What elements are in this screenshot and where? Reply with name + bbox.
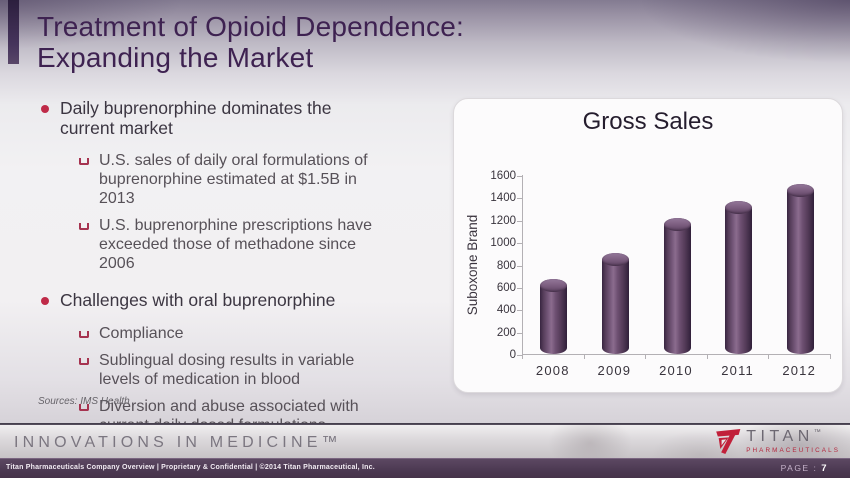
x-tick-mark (706, 355, 708, 359)
legal-text: Titan Pharmaceuticals Company Overview |… (6, 464, 375, 471)
slide-title: Treatment of Opioid Dependence: Expandin… (37, 11, 464, 74)
y-tick-label: 800 (496, 259, 516, 272)
footer-band: INNOVATIONS IN MEDICINE™ TITAN™ PHARMACE… (0, 425, 850, 458)
sub-bullet-icon (79, 223, 89, 231)
page-number: 7 (821, 463, 828, 474)
y-tick-mark (517, 287, 522, 289)
x-tick-label-2012: 2012 (782, 363, 817, 378)
y-tick-label: 1000 (490, 237, 516, 250)
titan-wordmark: TITAN (746, 428, 814, 445)
chart-title: Gross Sales (582, 108, 714, 135)
bar-top-cap (725, 201, 753, 215)
titan-logo-subtitle: PHARMACEUTICALS (746, 447, 840, 454)
x-tick-label-2011: 2011 (721, 363, 754, 378)
titan-logo-text: TITAN™ PHARMACEUTICALS (746, 429, 840, 455)
sub-bullet-item: U.S. buprenorphine prescriptions have ex… (36, 216, 446, 273)
sub-bullet-text: U.S. buprenorphine prescriptions have ex… (99, 217, 373, 273)
footer-strip: Titan Pharmaceuticals Company Overview |… (0, 458, 850, 478)
y-tick-label: 0 (509, 349, 516, 361)
y-tick-label: 1200 (490, 214, 516, 227)
x-tick-mark (768, 355, 770, 359)
bar-2008 (540, 278, 568, 354)
gross-sales-chart-card: Gross Sales Suboxone Brand 0 200 400 600 800… (453, 98, 843, 393)
sub-bullet-icon (79, 357, 89, 365)
bullet-text: Daily buprenorphine dominates the curren… (60, 98, 332, 139)
sub-bullet-icon (79, 158, 89, 166)
footer: INNOVATIONS IN MEDICINE™ TITAN™ PHARMACE… (0, 423, 850, 478)
y-tick-mark (517, 265, 522, 267)
bar-2010 (663, 218, 691, 354)
sub-bullet-text: Sublingual dosing results in variable le… (99, 351, 355, 388)
x-tick-mark (583, 355, 585, 359)
x-tick-label-2009: 2009 (597, 363, 632, 378)
bar-top-cap (663, 218, 691, 232)
y-tick-label: 1400 (490, 192, 516, 205)
tagline: INNOVATIONS IN MEDICINE™ (14, 434, 342, 451)
x-tick-mark (645, 355, 647, 359)
y-tick-label: 1600 (490, 170, 516, 182)
y-tick-mark (517, 198, 522, 200)
bullet-item: Daily buprenorphine dominates the curren… (36, 98, 446, 138)
x-tick-label-2010: 2010 (659, 363, 693, 378)
sources-note: Sources: IMS Health (38, 396, 130, 407)
trademark-symbol: ™ (813, 429, 821, 436)
y-tick-label: 200 (496, 326, 516, 339)
chart-plot-area (522, 175, 831, 355)
bar-2011 (725, 201, 753, 354)
bar-top-cap (786, 183, 814, 197)
bullet-dot-icon (41, 105, 49, 113)
bullet-group-1: Daily buprenorphine dominates the curren… (36, 98, 446, 273)
page-label: PAGE : (780, 463, 818, 473)
y-tick-label: 600 (496, 281, 516, 294)
titan-logo: TITAN™ PHARMACEUTICALS (712, 426, 840, 457)
bullet-text: Challenges with oral buprenorphine (60, 290, 336, 311)
bar-2009 (601, 252, 629, 354)
titan-logo-mark-icon (716, 429, 741, 454)
sub-bullet-text: U.S. sales of daily oral formulations of… (99, 152, 368, 208)
y-tick-mark (517, 243, 522, 245)
bar-2012 (786, 183, 814, 354)
sub-bullet-icon (79, 330, 89, 338)
x-tick-mark (522, 355, 523, 359)
x-tick-mark (830, 355, 831, 359)
title-accent-bar (8, 0, 19, 64)
sub-bullet-item: Sublingual dosing results in variable le… (36, 351, 446, 389)
bullet-group-2: Challenges with oral buprenorphine Compl… (36, 290, 446, 434)
y-tick-mark (517, 355, 522, 356)
x-tick-label-2008: 2008 (535, 363, 570, 378)
bar-top-cap (601, 252, 629, 266)
slide-title-line2: Expanding the Market (37, 41, 314, 73)
titan-logo-title: TITAN™ (746, 429, 840, 445)
page-indicator: PAGE : 7 (781, 463, 828, 474)
y-tick-mark (517, 310, 522, 312)
bullet-dot-icon (41, 297, 49, 306)
y-tick-label: 400 (496, 304, 516, 317)
bullet-item: Challenges with oral buprenorphine (36, 290, 446, 310)
slide-title-line1: Treatment of Opioid Dependence: (37, 11, 464, 42)
y-tick-mark (517, 176, 522, 177)
y-tick-mark (517, 220, 522, 222)
sub-bullet-icon (79, 403, 89, 411)
sub-bullet-text: Compliance (99, 324, 184, 342)
y-tick-mark (517, 332, 522, 334)
sub-bullet-item: Compliance (36, 324, 446, 343)
bar-top-cap (540, 278, 568, 292)
footer-divider-line (0, 423, 850, 425)
sub-bullet-item: U.S. sales of daily oral formulations of… (36, 151, 446, 208)
